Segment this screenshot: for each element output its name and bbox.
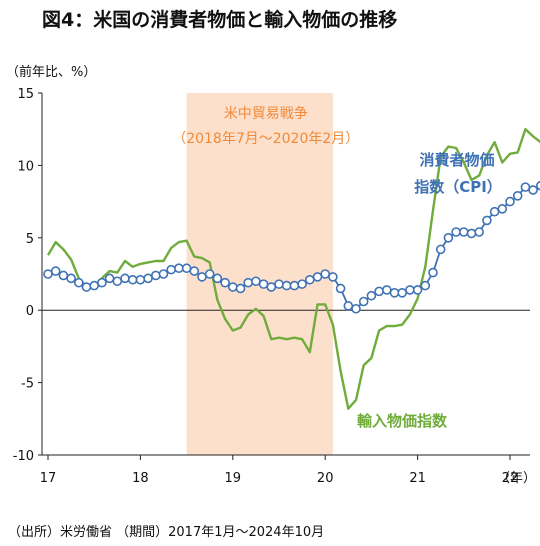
cpi-point <box>66 273 76 284</box>
cpi-point <box>43 269 53 279</box>
cpi-point <box>266 282 277 292</box>
cpi-point <box>366 290 377 301</box>
x-tick-label: 18 <box>132 471 149 486</box>
cpi-series-label-line2: 指数（CPI） <box>414 178 502 196</box>
cpi-point <box>304 274 315 285</box>
cpi-point <box>112 276 123 287</box>
x-tick-labels: 1718192021222324 <box>40 471 519 486</box>
x-tick-label: 20 <box>317 471 334 486</box>
cpi-point <box>58 270 69 281</box>
cpi-point <box>143 273 153 284</box>
cpi-series-label: 消費者物価 <box>419 151 494 169</box>
cpi-point <box>458 227 469 237</box>
y-tick-label: -10 <box>13 449 34 464</box>
cpi-point <box>312 272 323 282</box>
axes <box>38 92 530 460</box>
y-tick-label: 10 <box>17 159 34 174</box>
x-tick-label: 21 <box>409 471 426 486</box>
cpi-point <box>497 204 508 214</box>
cpi-point <box>212 273 223 284</box>
source-note: （出所）米労働省 （期間）2017年1月～2024年10月 <box>8 525 324 540</box>
x-tick-label: 19 <box>225 471 242 486</box>
cpi-point <box>512 191 523 201</box>
trade-war-period-label: （2018年7月～2020年2月） <box>172 131 359 147</box>
cpi-point <box>489 206 500 217</box>
cpi-point <box>243 277 253 288</box>
x-unit-label: （年） <box>497 471 536 486</box>
cpi-point <box>97 277 107 288</box>
import-price-line <box>46 127 540 410</box>
y-tick-label: 15 <box>17 87 34 102</box>
cpi-point <box>281 280 292 291</box>
cpi-point <box>74 277 84 288</box>
cpi-point <box>451 227 461 237</box>
cpi-point <box>320 269 331 279</box>
cpi-point <box>89 280 99 291</box>
cpi-point <box>405 285 415 295</box>
cpi-point <box>374 286 384 297</box>
cpi-point <box>127 274 138 285</box>
cpi-point <box>381 285 392 295</box>
cpi-point <box>189 266 200 276</box>
cpi-point <box>536 180 540 191</box>
cpi-point <box>435 244 446 255</box>
cpi-point <box>204 269 215 279</box>
cpi-point <box>351 303 361 314</box>
y-tick-label: 5 <box>26 232 34 247</box>
cpi-point <box>466 228 477 239</box>
cpi-point <box>420 280 431 291</box>
y-tick-labels: 15 10 5 0 -5 -10 <box>13 87 34 464</box>
chart-title: 図4：米国の消費者物価と輸入物価の推移 <box>42 8 397 31</box>
cpi-point <box>520 182 531 192</box>
x-tick-label: 22 <box>502 471 519 486</box>
cpi-point <box>81 282 92 292</box>
cpi-point <box>443 233 454 243</box>
cpi-point <box>181 263 192 274</box>
y-tick-label: -5 <box>21 377 34 392</box>
cpi-point <box>358 296 369 307</box>
cpi-point <box>289 280 300 291</box>
cpi-point <box>343 301 354 311</box>
y-unit-label: （前年比、%） <box>6 64 96 80</box>
cpi-point <box>482 215 492 226</box>
cpi-point <box>328 272 338 282</box>
cpi-point <box>274 279 284 289</box>
x-tick-label: 17 <box>40 471 57 486</box>
cpi-point <box>251 276 261 287</box>
trade-war-label: 米中貿易戦争 <box>224 106 308 122</box>
y-tick-label: 0 <box>26 304 34 319</box>
cpi-point <box>235 283 246 294</box>
cpi-point <box>397 288 408 298</box>
series-group <box>43 127 540 410</box>
cpi-point <box>258 279 269 289</box>
cpi-point <box>474 227 485 237</box>
cpi-point <box>174 263 184 274</box>
cpi-point <box>297 279 307 289</box>
cpi-point <box>120 273 130 284</box>
cpi-point <box>228 282 238 292</box>
cpi-point <box>158 269 169 279</box>
cpi-point <box>389 288 400 298</box>
cpi-point <box>151 270 161 281</box>
cpi-point <box>335 283 346 294</box>
import-price-series-label: 輸入物価指数 <box>357 412 448 430</box>
cpi-point <box>166 264 176 275</box>
cpi-point <box>428 267 438 278</box>
cpi-point <box>528 185 538 195</box>
cpi-point <box>412 285 423 295</box>
cpi-point <box>104 273 115 284</box>
cpi-point <box>50 266 61 276</box>
cpi-point <box>220 277 230 288</box>
cpi-point <box>197 272 207 282</box>
cpi-point <box>135 274 146 285</box>
cpi-point <box>505 196 515 207</box>
